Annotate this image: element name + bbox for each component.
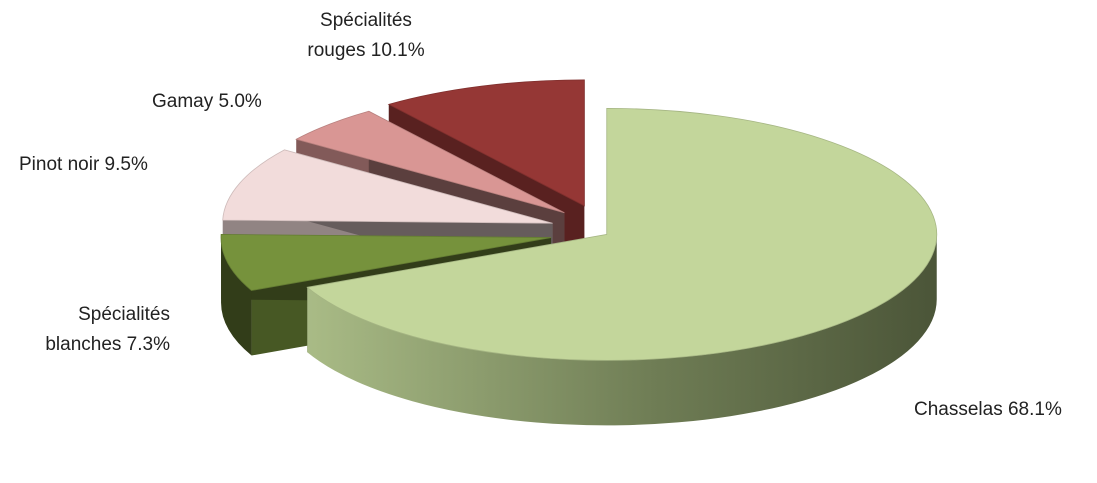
label-gamay: Gamay 5.0% <box>152 87 262 117</box>
slice-gamay <box>295 110 565 214</box>
label-gamay-text: Gamay 5.0% <box>152 91 262 112</box>
slice-sp-cialit-s-blanches <box>220 234 552 291</box>
label-specialites-rouges-line2: rouges 10.1% <box>307 40 425 61</box>
pie-slices <box>220 79 938 361</box>
slice-pinot-noir <box>222 149 553 224</box>
slice-chasselas <box>306 107 938 361</box>
label-pinot-noir-text: Pinot noir 9.5% <box>19 154 148 175</box>
outer-wall-chasselas-0 <box>307 234 937 426</box>
label-specialites-blanches-line1: Spécialités <box>78 304 170 325</box>
label-specialites-blanches-line2: blanches 7.3% <box>45 334 170 355</box>
label-specialites-blanches: Spécialités blanches 7.3% <box>20 300 170 360</box>
label-pinot-noir: Pinot noir 9.5% <box>19 150 148 180</box>
label-specialites-rouges-line1: Spécialités <box>320 10 412 31</box>
outer-wall-sp-cialit-s-blanches-0 <box>221 237 252 356</box>
label-chasselas: Chasselas 68.1% <box>914 395 1062 425</box>
slice-sp-cialit-s-rouges <box>387 79 585 207</box>
label-chasselas-text: Chasselas 68.1% <box>914 399 1062 420</box>
label-specialites-rouges: Spécialités rouges 10.1% <box>276 6 456 66</box>
